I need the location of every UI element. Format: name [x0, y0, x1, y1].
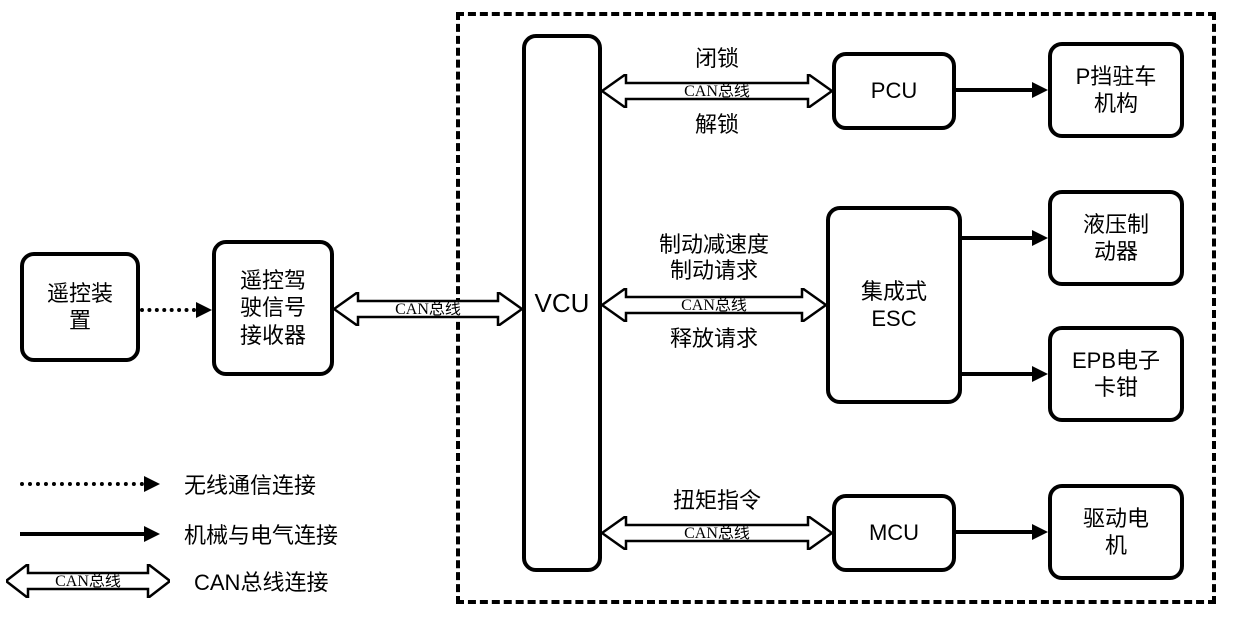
node-mcu: MCU — [832, 494, 956, 572]
can-top-label: 制动减速度制动请求 — [602, 232, 826, 285]
wireless-link — [140, 308, 196, 312]
node-label: 集成式ESC — [861, 278, 927, 333]
legend-wireless: 无线通信连接 — [20, 468, 316, 500]
node-remote-device: 遥控装置 — [20, 252, 140, 362]
node-label: 遥控装置 — [47, 280, 113, 335]
can-bottom-label: 解锁 — [602, 112, 832, 138]
solid-arrow-pcu-park — [956, 88, 1032, 92]
legend-label: 无线通信连接 — [184, 468, 316, 500]
node-label: EPB电子卡钳 — [1072, 347, 1160, 402]
solid-arrow-esc-epb — [962, 372, 1032, 376]
legend-mech-elec: 机械与电气连接 — [20, 518, 338, 550]
node-esc: 集成式ESC — [826, 206, 962, 404]
can-bottom-label: 释放请求 — [602, 326, 826, 352]
can-label: CAN总线 — [395, 300, 461, 318]
arrow-head-icon — [1032, 82, 1048, 98]
legend-can: CAN总线 CAN总线连接 — [6, 564, 328, 598]
node-label: 驱动电机 — [1083, 505, 1149, 560]
node-label: 液压制动器 — [1083, 211, 1149, 266]
node-motor: 驱动电机 — [1048, 484, 1184, 580]
legend-label: CAN总线连接 — [194, 565, 328, 597]
can-arrow-vcu-esc: CAN总线 — [602, 288, 826, 322]
solid-arrow-esc-hyd — [962, 236, 1032, 240]
node-label: P挡驻车机构 — [1076, 63, 1157, 118]
arrow-head-icon — [1032, 366, 1048, 382]
arrow-head-icon — [1032, 230, 1048, 246]
node-label: VCU — [535, 288, 590, 319]
can-top-label: 扭矩指令 — [602, 488, 832, 514]
legend-can-inner: CAN总线 — [55, 572, 121, 590]
can-label: CAN总线 — [684, 524, 750, 542]
node-label: MCU — [869, 519, 919, 547]
can-label: CAN总线 — [684, 82, 750, 100]
node-label: PCU — [871, 77, 917, 105]
can-arrow-recv-vcu: CAN总线 — [334, 292, 522, 326]
node-label: 遥控驾驶信号接收器 — [240, 267, 306, 350]
legend-label: 机械与电气连接 — [184, 518, 338, 550]
node-pcu: PCU — [832, 52, 956, 130]
can-top-label: 闭锁 — [602, 46, 832, 72]
can-label: CAN总线 — [681, 296, 747, 314]
node-p-park: P挡驻车机构 — [1048, 42, 1184, 138]
node-hyd-brake: 液压制动器 — [1048, 190, 1184, 286]
arrow-head-icon — [196, 302, 212, 318]
arrow-head-icon — [1032, 524, 1048, 540]
can-arrow-vcu-mcu: CAN总线 — [602, 516, 832, 550]
node-vcu: VCU — [522, 34, 602, 572]
node-epb: EPB电子卡钳 — [1048, 326, 1184, 422]
solid-arrow-mcu-motor — [956, 530, 1032, 534]
can-arrow-vcu-pcu: CAN总线 — [602, 74, 832, 108]
node-receiver: 遥控驾驶信号接收器 — [212, 240, 334, 376]
